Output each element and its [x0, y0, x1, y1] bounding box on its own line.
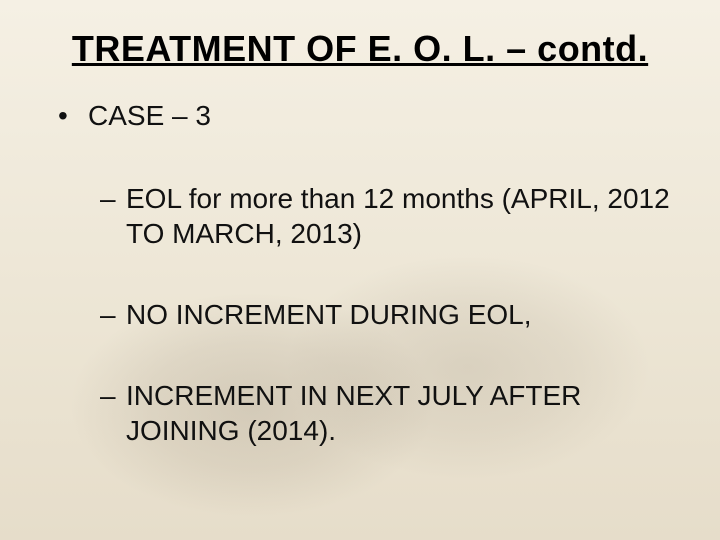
bullet-text: NO INCREMENT DURING EOL, — [126, 297, 670, 332]
bullet-no-increment: – NO INCREMENT DURING EOL, — [100, 297, 670, 332]
slide: TREATMENT OF E. O. L. – contd. • CASE – … — [0, 0, 720, 540]
bullet-marker: – — [100, 181, 126, 251]
bullet-text: EOL for more than 12 months (APRIL, 2012… — [126, 181, 670, 251]
bullet-eol-duration: – EOL for more than 12 months (APRIL, 20… — [100, 181, 670, 251]
bullet-next-increment: – INCREMENT IN NEXT JULY AFTER JOINING (… — [100, 378, 670, 448]
bullet-case: • CASE – 3 — [58, 98, 670, 133]
bullet-text: INCREMENT IN NEXT JULY AFTER JOINING (20… — [126, 378, 670, 448]
slide-content: TREATMENT OF E. O. L. – contd. • CASE – … — [0, 0, 720, 448]
bullet-marker: – — [100, 297, 126, 332]
bullet-text: CASE – 3 — [88, 98, 670, 133]
slide-title: TREATMENT OF E. O. L. – contd. — [50, 28, 670, 70]
bullet-marker: – — [100, 378, 126, 448]
bullet-marker: • — [58, 98, 88, 133]
